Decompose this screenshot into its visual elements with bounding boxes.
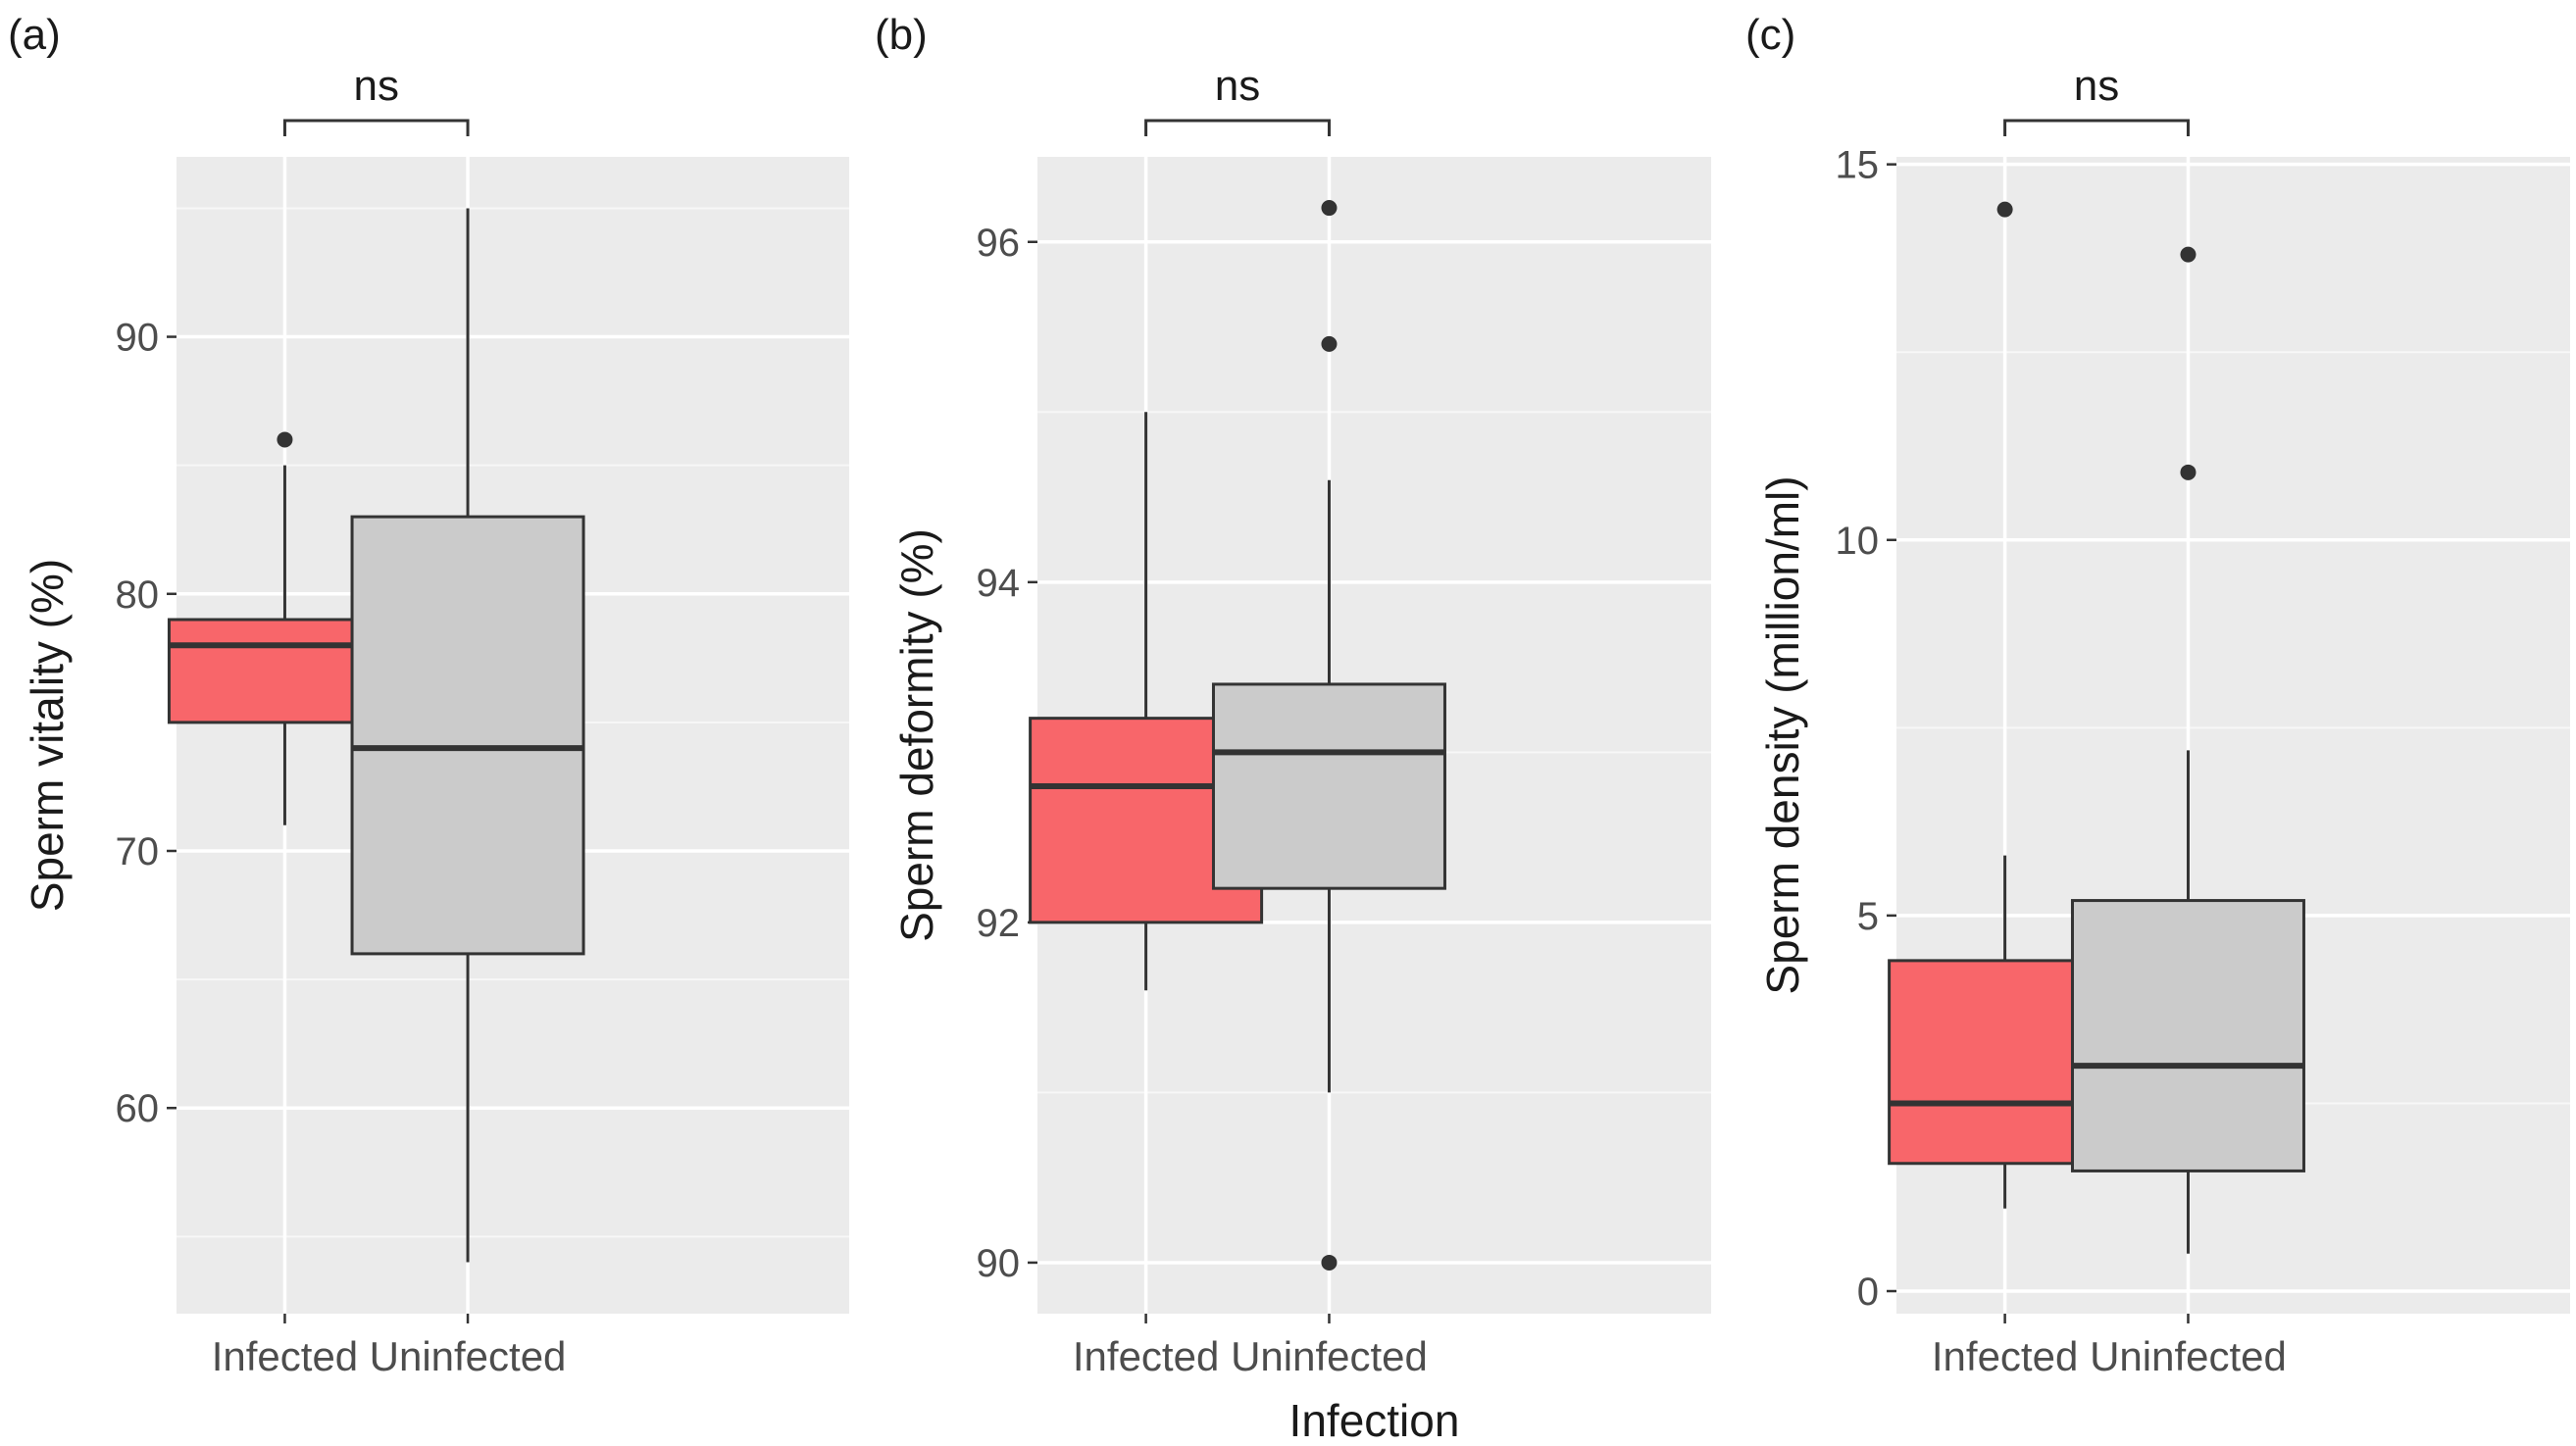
y-tick-label: 70 xyxy=(116,830,160,873)
outlier-point xyxy=(1996,201,2013,218)
outlier-point xyxy=(1321,200,1338,217)
y-tick-label: 0 xyxy=(1857,1271,1879,1314)
x-axis-title: Infection xyxy=(1289,1395,1460,1446)
significance-bracket xyxy=(2003,119,2190,136)
box-uninfected xyxy=(1211,200,1446,1271)
y-tick-label: 5 xyxy=(1857,895,1879,938)
box-uninfected xyxy=(2070,246,2305,1254)
x-tick-label: Uninfected xyxy=(1231,1333,1428,1379)
box-uninfected xyxy=(350,208,585,1263)
y-tick-label: 94 xyxy=(977,562,1021,605)
panel-a: 60 70 80 90 Infected Uninfected ns (a) Sperm vit… xyxy=(8,11,849,1379)
outlier-point xyxy=(1321,335,1338,352)
significance-label: ns xyxy=(353,62,398,110)
y-tick-label: 90 xyxy=(116,317,160,360)
significance-label: ns xyxy=(1215,62,1260,110)
panel-label: (b) xyxy=(875,11,928,59)
y-tick-label: 96 xyxy=(977,222,1021,265)
significance-label: ns xyxy=(2074,62,2119,110)
panel-label: (a) xyxy=(8,11,61,59)
y-tick-label: 90 xyxy=(977,1242,1021,1285)
y-tick-label: 60 xyxy=(116,1087,160,1130)
y-tick-label: 10 xyxy=(1836,520,1880,563)
x-tick-label: Infected xyxy=(1932,1333,2078,1379)
significance-bracket xyxy=(282,119,470,136)
box-body xyxy=(2070,899,2305,1172)
y-axis-title: Sperm density (million/ml) xyxy=(1757,475,1808,994)
y-tick-label: 15 xyxy=(1836,144,1880,187)
box-body xyxy=(350,515,585,956)
outlier-point xyxy=(277,431,293,448)
x-tick-label: Uninfected xyxy=(370,1333,567,1379)
y-tick-label: 92 xyxy=(977,902,1021,945)
y-tick-label: 80 xyxy=(116,573,160,617)
panel-label: (c) xyxy=(1745,11,1795,59)
panel-c: 0 5 10 15 Infected Uninfected ns (c) Sperm densi… xyxy=(1745,11,2570,1379)
y-axis-title: Sperm vitality (%) xyxy=(22,559,73,912)
outlier-point xyxy=(2180,246,2197,263)
y-axis-title: Sperm deformity (%) xyxy=(891,528,942,942)
x-tick-label: Infected xyxy=(1073,1333,1219,1379)
significance-bracket xyxy=(1144,119,1331,136)
box-body xyxy=(1211,682,1446,890)
x-tick-label: Uninfected xyxy=(2090,1333,2287,1379)
x-tick-label: Infected xyxy=(212,1333,358,1379)
outlier-point xyxy=(1321,1254,1338,1271)
panel-b: 90 92 94 96 Infected Uninfected ns (b) Sperm def… xyxy=(875,11,1711,1446)
outlier-point xyxy=(2180,464,2197,480)
